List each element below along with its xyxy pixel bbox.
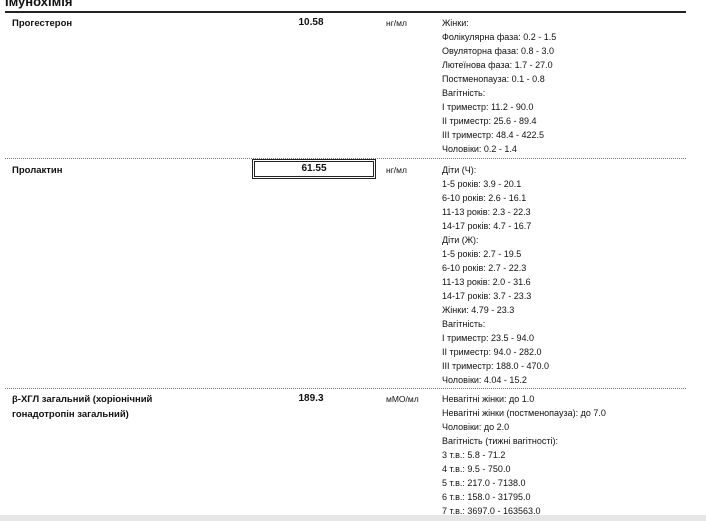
reference-line: Фолікулярна фаза: 0.2 - 1.5 [442,32,557,42]
reference-line: I триместр: 11.2 - 90.0 [442,102,534,112]
reference-ranges: Жінки: Фолікулярна фаза: 0.2 - 1.5 Овулято… [442,16,556,156]
reference-line: Невагітні жінки: до 1.0 [442,394,535,404]
test-name: Пролактин [12,165,63,176]
reference-ranges: Невагітні жінки: до 1.0 Невагітні жінки (… [442,392,606,518]
test-value: 189.3 [298,393,324,404]
row-separator [5,388,686,389]
reference-line: II триместр: 94.0 - 282.0 [442,347,542,357]
reference-line: 11-13 років: 2.3 - 22.3 [442,207,531,217]
reference-line: Вагітність (тижні вагітності): [442,436,559,446]
reference-line: 1-5 років: 3.9 - 20.1 [442,179,522,189]
reference-line: Лютеїнова фаза: 1.7 - 27.0 [442,60,553,70]
reference-line: 5 т.в.: 217.0 - 7138.0 [442,478,526,488]
test-unit: мМО/мл [386,394,419,404]
section-rule [5,11,686,13]
reference-line: III триместр: 48.4 - 422.5 [442,130,545,140]
reference-line: 14-17 років: 3.7 - 23.3 [442,291,532,301]
reference-line: Постменопауза: 0.1 - 0.8 [442,74,545,84]
reference-line: 3 т.в.: 5.8 - 71.2 [442,450,506,460]
reference-line: Вагітність: [442,319,486,329]
reference-line: 1-5 років: 2.7 - 19.5 [442,249,522,259]
test-unit: нг/мл [386,18,407,28]
reference-line: II триместр: 25.6 - 89.4 [442,116,537,126]
bottom-bar [0,515,706,521]
reference-line: Чоловіки: до 2.0 [442,422,510,432]
reference-line: Чоловіки: 0.2 - 1.4 [442,144,517,154]
reference-line: 6 т.в.: 158.0 - 31795.0 [442,492,531,502]
reference-line: 6-10 років: 2.7 - 22.3 [442,263,527,273]
reference-line: Діти (Ж): [442,235,479,245]
reference-line: Жінки: 4.79 - 23.3 [442,305,515,315]
reference-line: Овуляторна фаза: 0.8 - 3.0 [442,46,554,56]
test-name: Прогестерон [12,18,73,29]
reference-line: Невагітні жінки (постменопауза): до 7.0 [442,408,606,418]
reference-line: 11-13 років: 2.0 - 31.6 [442,277,531,287]
reference-ranges: Діти (Ч): 1-5 років: 3.9 - 20.1 6-10 років… [442,163,549,387]
reference-line: 14-17 років: 4.7 - 16.7 [442,221,532,231]
reference-line: III триместр: 188.0 - 470.0 [442,361,550,371]
reference-line: Жінки: [442,18,469,28]
reference-line: 7 т.в.: 3697.0 - 163563.0 [442,506,541,516]
reference-line: Чоловіки: 4.04 - 15.2 [442,375,527,385]
reference-line: I триместр: 23.5 - 94.0 [442,333,535,343]
reference-line: 4 т.в.: 9.5 - 750.0 [442,464,511,474]
section-title: Імунохімія [5,0,73,9]
reference-line: 6-10 років: 2.6 - 16.1 [442,193,527,203]
test-value: 61.55 [252,159,376,179]
test-name: β-ХГЛ загальний (хоріонічний гонадотропі… [12,394,153,420]
reference-line: Діти (Ч): [442,165,477,175]
test-value: 10.58 [298,17,324,28]
reference-line: Вагітність: [442,88,486,98]
test-unit: нг/мл [386,165,407,175]
row-separator [5,158,686,159]
